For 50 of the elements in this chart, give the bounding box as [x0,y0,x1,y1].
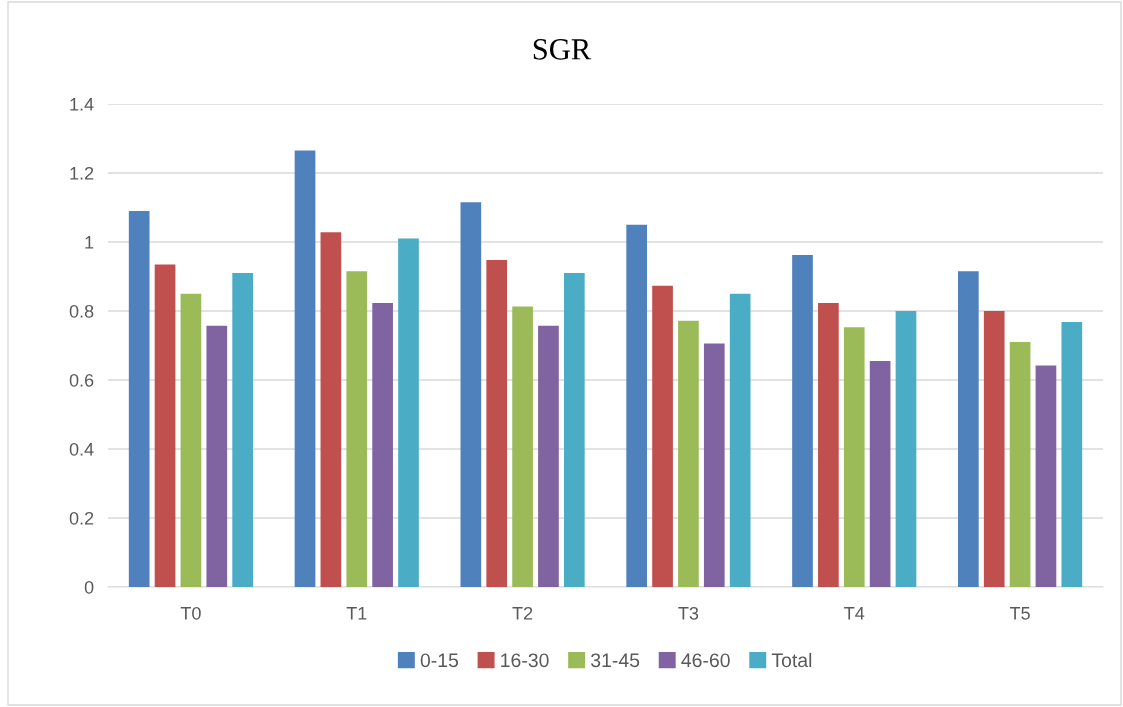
x-tick-label: T4 [844,607,865,620]
bar [294,150,316,587]
bar [538,325,559,587]
legend-label: 16-30 [501,653,549,668]
bar [563,273,585,587]
bar [486,259,508,587]
bar [869,361,891,587]
legend-label: 0-15 [420,653,459,668]
bar [983,311,1005,587]
bar [895,311,917,587]
x-tick-label: T1 [346,607,367,620]
x-tick-label: T3 [678,606,699,620]
bar [372,303,393,587]
bar [512,306,533,587]
y-tick-label: 0.6 [69,373,94,387]
y-tick-label: 1.4 [70,98,94,111]
bar [128,210,150,587]
bar [1061,322,1083,587]
x-tick-label: T2 [512,606,533,620]
bar [792,255,813,587]
bar [729,293,751,587]
y-tick-label: 1 [85,236,94,249]
bar [398,238,419,587]
chart-title: SGR [533,39,592,60]
bar [320,232,342,587]
bar [818,303,839,587]
bar [346,271,368,587]
bar [652,285,673,587]
bar [703,343,725,587]
bar [232,273,253,587]
y-tick-label: 0.2 [69,511,94,525]
bar [206,325,228,587]
y-tick-label: 0 [84,580,94,594]
bar [1035,365,1057,587]
y-tick-label: 0.8 [69,304,94,318]
bar [843,327,865,587]
legend-label: Total [771,652,812,668]
bar [154,264,176,587]
y-tick-label: 1.2 [70,166,94,180]
legend-label: 46-60 [681,653,730,668]
bar [958,271,979,587]
bar [460,202,482,587]
bar [180,293,202,587]
bar [1009,342,1031,587]
x-tick-label: T0 [180,606,201,620]
x-tick-label: T5 [1009,607,1030,620]
bar [678,320,699,587]
y-tick-label: 0.4 [69,442,94,456]
bar [626,224,648,587]
legend-label: 31-45 [591,653,640,668]
